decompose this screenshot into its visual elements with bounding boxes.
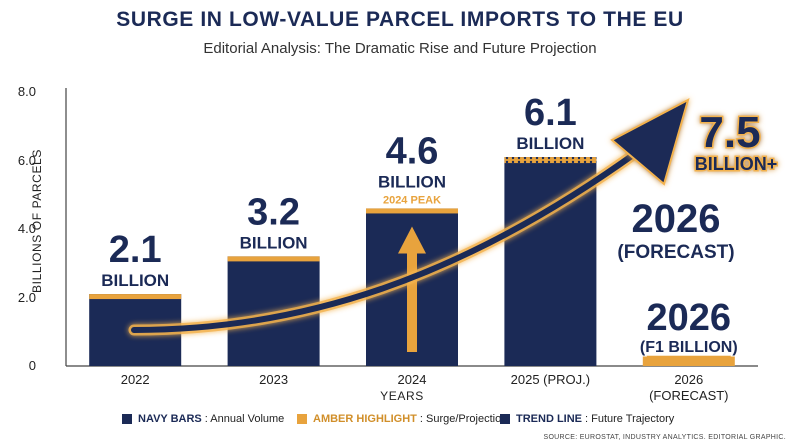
y-tick-label: 8.0: [17, 84, 36, 99]
legend-key-amber: AMBER HIGHLIGHT: [313, 413, 417, 425]
x-tick-label: 2026 (FORECAST): [649, 372, 729, 403]
bar-value-label: 4.6: [386, 130, 439, 172]
bar-value-label: 6.1: [524, 92, 577, 134]
chart-title: SURGE IN LOW-VALUE PARCEL IMPORTS TO THE…: [116, 8, 684, 31]
legend-key-navy: NAVY BARS: [138, 413, 202, 425]
trend-line: [131, 147, 643, 333]
y-tick-label: 0: [28, 358, 36, 373]
bar-cap: [227, 256, 320, 262]
bar-value-unit: BILLION: [516, 134, 584, 153]
bar-peak-note: 2024 PEAK: [383, 194, 441, 206]
x-axis-label: YEARS: [380, 389, 424, 403]
x-tick-label: 2022: [120, 372, 150, 387]
bar-cap: [89, 294, 182, 300]
bar-value-unit: (F1 BILLION): [640, 339, 738, 356]
bar: [642, 355, 735, 366]
trend-value-unit: BILLION+: [695, 154, 778, 174]
legend-text-trend: : Future Trajectory: [585, 413, 675, 425]
up-arrow-head: [398, 226, 426, 254]
legend-swatch-navy: [122, 414, 132, 424]
x-tick-label: 2024: [397, 372, 427, 387]
legend-item-trend: TREND LINE : Future Trajectory: [500, 413, 674, 425]
legend-key-trend: TREND LINE: [516, 413, 582, 425]
forecast-label: 2026: [632, 197, 721, 241]
legend-item-navy: NAVY BARS : Annual Volume: [122, 413, 284, 425]
bar-value-label: 2.1: [109, 229, 162, 271]
y-tick-label: 4.0: [17, 221, 36, 236]
source-note: SOURCE: EUROSTAT, INDUSTRY ANALYTICS. ED…: [543, 434, 786, 441]
x-tick-label: 2025 (PROJ.): [510, 372, 591, 387]
y-tick-label: 2.0: [17, 289, 36, 305]
legend-text-amber: : Surge/Projection: [419, 413, 508, 425]
bar-cap: [366, 208, 458, 214]
trend-arrow-head: [610, 98, 690, 186]
bar-cap: [504, 157, 597, 164]
legend-item-amber: AMBER HIGHLIGHT : Surge/Projection: [297, 413, 507, 425]
bar-value-unit: BILLION: [240, 233, 308, 252]
legend-swatch-amber: [297, 414, 307, 424]
legend-swatch-trend: [500, 414, 510, 424]
forecast-sublabel: (FORECAST): [617, 242, 734, 263]
y-tick-label: 6.0: [17, 152, 36, 168]
x-tick-label: 2023: [259, 372, 289, 387]
trend-value-label: 7.5: [699, 108, 760, 157]
up-arrow-shaft: [407, 250, 417, 352]
bar-value-label: 2026: [647, 297, 732, 339]
bar-value-unit: BILLION: [378, 172, 446, 191]
bar-value-label: 3.2: [247, 191, 300, 233]
chart-subtitle: Editorial Analysis: The Dramatic Rise an…: [203, 40, 597, 57]
legend-text-navy: : Annual Volume: [204, 413, 285, 425]
bar-value-unit: BILLION: [101, 271, 169, 290]
